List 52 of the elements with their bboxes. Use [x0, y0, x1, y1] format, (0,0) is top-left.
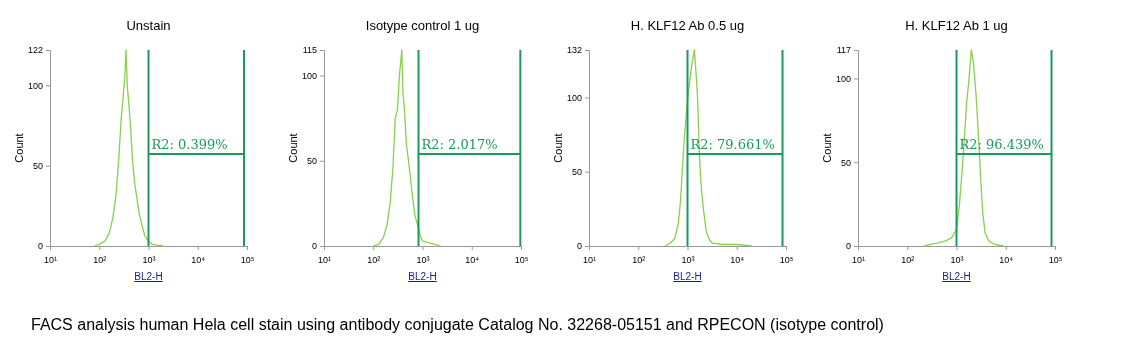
x-tick-label: 10⁴: [465, 254, 480, 265]
x-axis-title: BL2-H: [408, 271, 437, 282]
x-tick-label: 10¹: [851, 254, 866, 265]
x-tick-label: 10⁴: [191, 254, 206, 265]
x-tick-label: 10⁵: [514, 254, 529, 265]
annotation: R2: 79.661%: [690, 136, 775, 152]
y-tick-label: 0: [311, 241, 317, 252]
y-tick-label: 0: [845, 241, 851, 252]
chart-title: H. KLF12 Ab 1 ug: [905, 18, 1008, 33]
x-axis-title: BL2-H: [134, 271, 163, 282]
y-tick-label: 117: [836, 45, 851, 56]
y-tick-label: 132: [566, 45, 582, 56]
chart-title: H. KLF12 Ab 0.5 ug: [630, 18, 745, 33]
y-tick-label: 115: [302, 45, 317, 56]
y-tick-label: 50: [32, 161, 43, 172]
y-tick-label: 100: [301, 70, 317, 81]
annotation: R2: 2.017%: [421, 136, 498, 152]
y-tick-label: 100: [27, 80, 43, 91]
x-tick-label: 10²: [367, 254, 381, 265]
y-axis-title: Count: [13, 133, 25, 163]
x-tick-label: 10⁵: [240, 254, 255, 265]
y-tick-label: 100: [835, 73, 851, 84]
y-tick-label: 0: [576, 241, 582, 252]
x-tick-label: 10³: [416, 254, 430, 265]
x-axis-title: BL2-H: [673, 271, 702, 282]
x-tick-label: 10²: [901, 254, 915, 265]
x-tick-label: 10³: [142, 254, 156, 265]
y-tick-label: 122: [27, 45, 43, 56]
x-tick-label: 10¹: [317, 254, 332, 265]
x-tick-label: 10²: [632, 254, 646, 265]
y-tick-label: 100: [566, 92, 582, 103]
y-tick-label: 50: [840, 157, 851, 168]
y-tick-label: 50: [571, 167, 582, 178]
x-axis-title: BL2-H: [942, 271, 971, 282]
x-tick-label: 10⁵: [1048, 254, 1063, 265]
annotation: R2: 0.399%: [151, 136, 228, 152]
x-tick-label: 10²: [93, 254, 107, 265]
x-tick-label: 10¹: [582, 254, 597, 265]
chart-title: Isotype control 1 ug: [365, 18, 480, 33]
x-tick-label: 10³: [950, 254, 964, 265]
chart-title: Unstain: [126, 18, 171, 33]
x-tick-label: 10¹: [43, 254, 58, 265]
x-tick-label: 10⁴: [999, 254, 1014, 265]
y-axis-title: Count: [287, 133, 299, 163]
text: FACS analysis human Hela cell stain using antibody conjugate Catalog No. 32268-05151 and RPECON (isotype control): [31, 316, 884, 333]
y-axis-title: Count: [552, 133, 564, 163]
y-tick-label: 0: [37, 241, 43, 252]
x-tick-label: 10³: [681, 254, 695, 265]
y-axis-title: Count: [821, 133, 833, 163]
y-tick-label: 50: [306, 156, 317, 167]
x-tick-label: 10⁴: [730, 254, 745, 265]
x-tick-label: 10⁵: [779, 254, 794, 265]
